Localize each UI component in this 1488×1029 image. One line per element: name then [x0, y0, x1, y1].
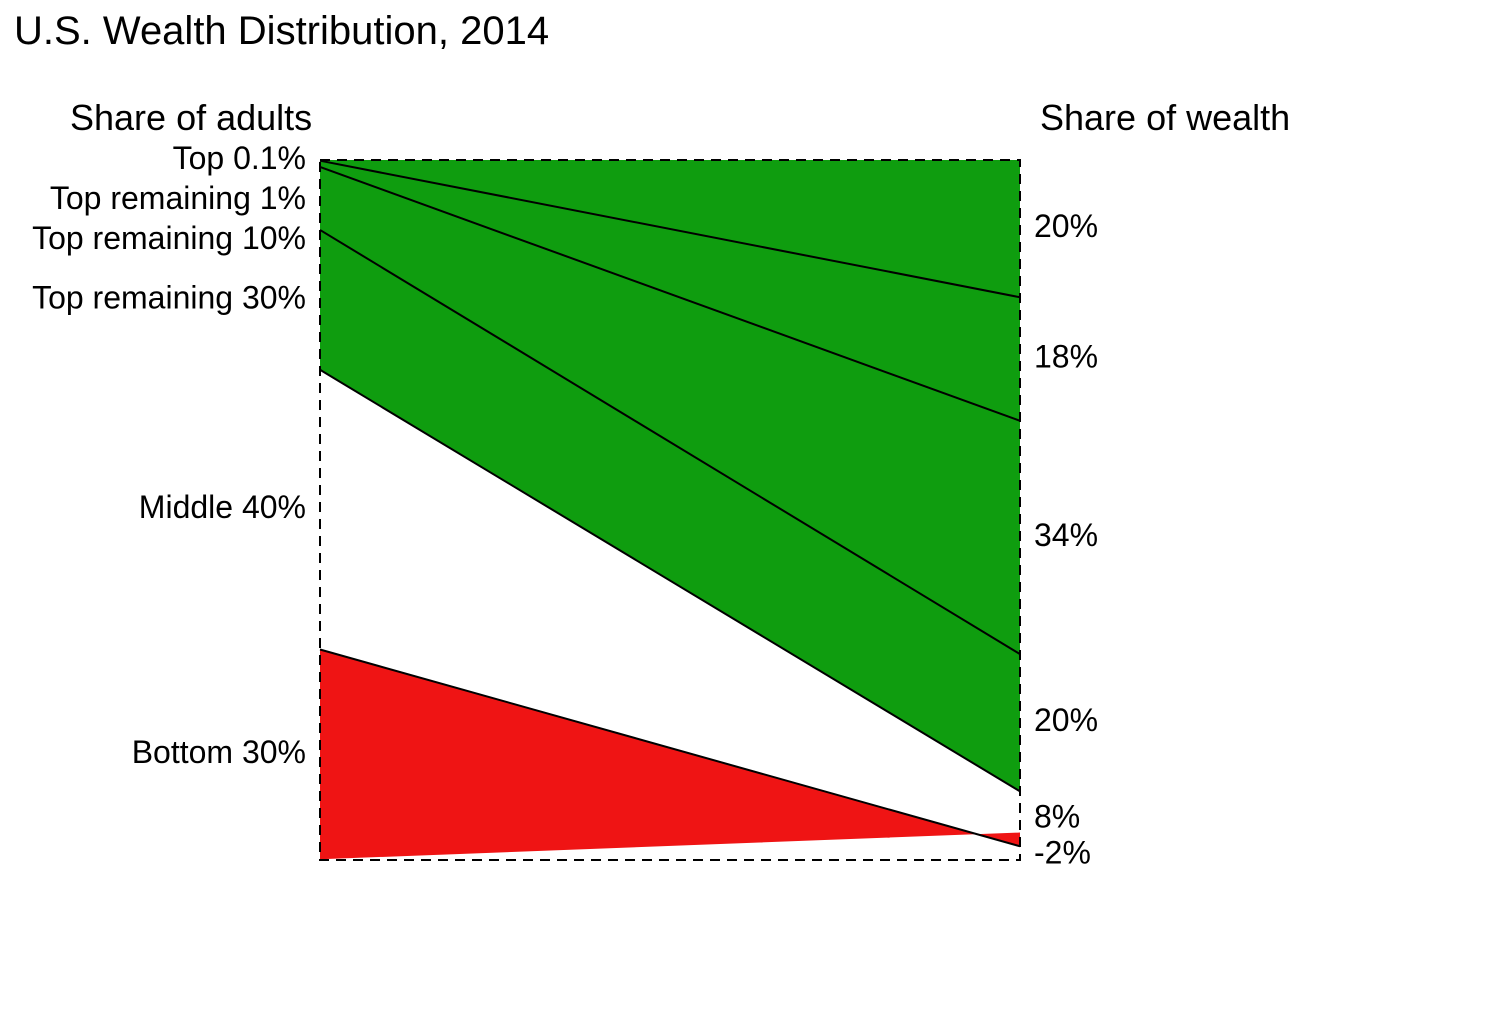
wealth-distribution-chart: U.S. Wealth Distribution, 2014 Share of …	[0, 0, 1488, 1029]
left-category-label: Top remaining 10%	[32, 220, 306, 256]
right-value-label: 18%	[1034, 338, 1098, 374]
left-labels-group: Top 0.1% Top remaining 1% Top remaining 10…	[32, 140, 306, 770]
right-value-label: 34%	[1034, 517, 1098, 553]
right-value-label: 20%	[1034, 208, 1098, 244]
right-value-label: -2%	[1034, 834, 1091, 870]
left-axis-header: Share of adults	[70, 97, 312, 138]
left-category-label: Top remaining 1%	[50, 180, 306, 216]
bands-group	[320, 160, 1020, 859]
right-labels-group: 20% 18% 34% 20% 8%-2%	[1034, 208, 1098, 870]
chart-title: U.S. Wealth Distribution, 2014	[14, 9, 549, 53]
left-category-label: Middle 40%	[139, 489, 306, 525]
right-value-label: 20%	[1034, 702, 1098, 738]
right-axis-header: Share of wealth	[1040, 97, 1290, 138]
left-category-label: Bottom 30%	[132, 734, 306, 770]
left-category-label: Top remaining 30%	[32, 279, 306, 315]
right-value-label: 8%	[1034, 798, 1080, 834]
left-category-label: Top 0.1%	[173, 140, 306, 176]
